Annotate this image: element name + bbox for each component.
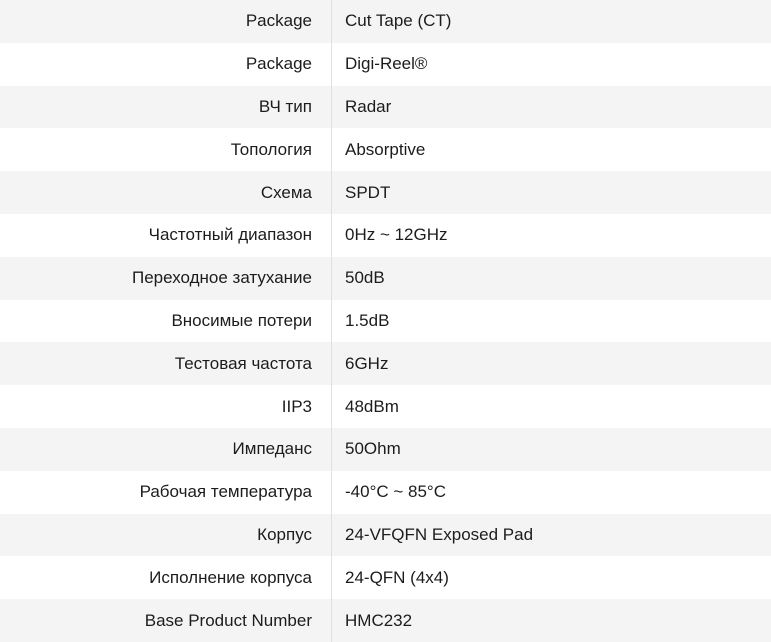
spec-attribute-label: Тестовая частота <box>0 342 332 386</box>
spec-attribute-value: 24-QFN (4x4) <box>345 567 449 587</box>
spec-attribute-label: Package <box>0 42 332 86</box>
spec-attribute-value: Digi-Reel® <box>345 54 428 74</box>
spec-attribute-value: Radar <box>345 96 392 116</box>
spec-attribute-value: SPDT <box>345 182 391 202</box>
spec-attribute-label: Топология <box>0 128 332 172</box>
spec-attribute-value: 50Ohm <box>345 439 401 459</box>
spec-attribute-value: HMC232 <box>345 610 413 630</box>
spec-attribute-value: 1.5dB <box>345 310 390 330</box>
spec-table-row: Частотный диапазон 0Hz ~ 12GHz <box>0 213 771 257</box>
spec-table-row: Исполнение корпуса 24-QFN (4x4) <box>0 556 771 600</box>
spec-table-row: Переходное затухание 50dB <box>0 256 771 300</box>
spec-attribute-label: IIP3 <box>0 385 332 428</box>
spec-attribute-label: Вносимые потери <box>0 299 332 343</box>
spec-attribute-value: 48dBm <box>345 396 399 416</box>
spec-table-row: Корпус 24-VFQFN Exposed Pad <box>0 513 771 557</box>
spec-attribute-label: Исполнение корпуса <box>0 556 332 600</box>
spec-attribute-label: Рабочая температура <box>0 470 332 514</box>
spec-attribute-label: Package <box>0 0 332 43</box>
spec-attribute-value: -40°C ~ 85°C <box>345 482 447 502</box>
spec-attribute-value: 0Hz ~ 12GHz <box>345 225 448 245</box>
spec-table-row: Тестовая частота 6GHz <box>0 342 771 386</box>
spec-table-row: Топология Absorptive <box>0 128 771 172</box>
spec-attribute-value: Absorptive <box>345 139 426 159</box>
spec-table-row: IIP3 48dBm <box>0 385 771 428</box>
spec-table-row: Рабочая температура -40°C ~ 85°C <box>0 470 771 514</box>
spec-table-row: Package Digi-Reel® <box>0 42 771 86</box>
spec-attribute-label: Частотный диапазон <box>0 213 332 257</box>
spec-attribute-value: 50dB <box>345 268 385 288</box>
spec-attribute-label: Base Product Number <box>0 599 332 642</box>
spec-attribute-label: Схема <box>0 171 332 214</box>
spec-table-row: ВЧ тип Radar <box>0 85 771 129</box>
spec-attribute-label: Переходное затухание <box>0 256 332 300</box>
spec-table-row: Вносимые потери 1.5dB <box>0 299 771 343</box>
spec-attribute-label: Корпус <box>0 513 332 557</box>
spec-table-row: Base Product Number HMC232 <box>0 599 771 642</box>
spec-table-row: Package Cut Tape (CT) <box>0 0 771 43</box>
spec-attribute-label: Импеданс <box>0 427 332 471</box>
spec-attribute-value: 6GHz <box>345 353 389 373</box>
spec-attribute-value: Cut Tape (CT) <box>345 11 452 31</box>
spec-table-row: Импеданс 50Ohm <box>0 427 771 471</box>
spec-table-row: Схема SPDT <box>0 171 771 214</box>
spec-attribute-label: ВЧ тип <box>0 85 332 129</box>
spec-attribute-value: 24-VFQFN Exposed Pad <box>345 524 534 544</box>
